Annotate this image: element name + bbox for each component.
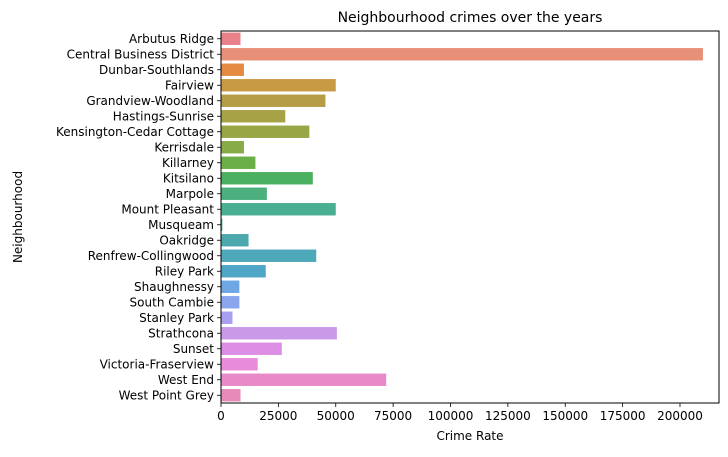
x-tick-label: 25000 — [259, 409, 297, 423]
y-tick-label: Kerrisdale — [154, 140, 214, 154]
y-tick-label: Riley Park — [155, 264, 214, 278]
bars-layer — [221, 32, 703, 402]
y-tick-label: Sunset — [173, 342, 214, 356]
bar — [221, 358, 258, 371]
y-tick-label: Renfrew-Collingwood — [88, 249, 214, 263]
y-tick-label: Stanley Park — [139, 311, 214, 325]
y-tick-label: Arbutus Ridge — [129, 32, 214, 46]
bar — [221, 32, 241, 45]
bar — [221, 280, 240, 293]
x-tick-label: 150000 — [542, 409, 588, 423]
y-tick-label: Kitsilano — [163, 171, 214, 185]
y-tick-label: Strathcona — [148, 326, 214, 340]
x-tick-label: 75000 — [374, 409, 412, 423]
bar — [221, 156, 256, 169]
bar — [221, 342, 282, 355]
y-tick-label: Mount Pleasant — [121, 202, 214, 216]
y-tick-label: Oakridge — [159, 233, 214, 247]
bar — [221, 79, 336, 92]
x-tick-label: 200000 — [657, 409, 703, 423]
bar — [221, 218, 223, 231]
bar — [221, 141, 244, 154]
y-axis-label: Neighbourhood — [11, 171, 25, 263]
x-axis-ticks: 0 25000 50000 75000 100000 125000 150000 175000… — [217, 403, 703, 423]
bar — [221, 125, 310, 138]
bar — [221, 249, 317, 262]
chart-title: Neighbourhood crimes over the years — [338, 10, 603, 26]
bar — [221, 296, 240, 309]
y-tick-label: South Cambie — [130, 295, 214, 309]
y-tick-label: Marpole — [166, 187, 214, 201]
y-tick-label: West End — [158, 373, 214, 387]
x-tick-label: 100000 — [428, 409, 474, 423]
y-tick-label: Shaughnessy — [134, 280, 214, 294]
bar — [221, 94, 326, 107]
y-tick-label: Killarney — [162, 156, 214, 170]
y-tick-label: Hastings-Sunrise — [113, 109, 214, 123]
bar — [221, 172, 313, 185]
x-tick-label: 175000 — [600, 409, 646, 423]
y-tick-label: Fairview — [165, 78, 214, 92]
bar — [221, 389, 241, 402]
y-tick-label: Central Business District — [67, 47, 215, 61]
y-tick-label: Kensington-Cedar Cottage — [56, 125, 214, 139]
y-tick-label: Victoria-Fraserview — [100, 357, 215, 371]
y-tick-label: West Point Grey — [119, 388, 214, 402]
bar — [221, 110, 286, 123]
bar — [221, 311, 233, 324]
x-tick-label: 0 — [217, 409, 225, 423]
plot-frame — [220, 30, 720, 404]
bar — [221, 373, 387, 386]
y-tick-label: Dunbar-Southlands — [99, 63, 214, 77]
bar — [221, 203, 336, 216]
bar — [221, 48, 703, 61]
y-tick-label: Musqueam — [148, 218, 214, 232]
x-tick-label: 50000 — [317, 409, 355, 423]
x-tick-label: 125000 — [485, 409, 531, 423]
y-tick-label: Grandview-Woodland — [86, 94, 214, 108]
x-axis-label: Crime Rate — [436, 429, 503, 443]
bar — [221, 234, 249, 247]
bar — [221, 187, 267, 200]
bar — [221, 63, 244, 76]
bar — [221, 265, 266, 278]
bar — [221, 327, 337, 340]
